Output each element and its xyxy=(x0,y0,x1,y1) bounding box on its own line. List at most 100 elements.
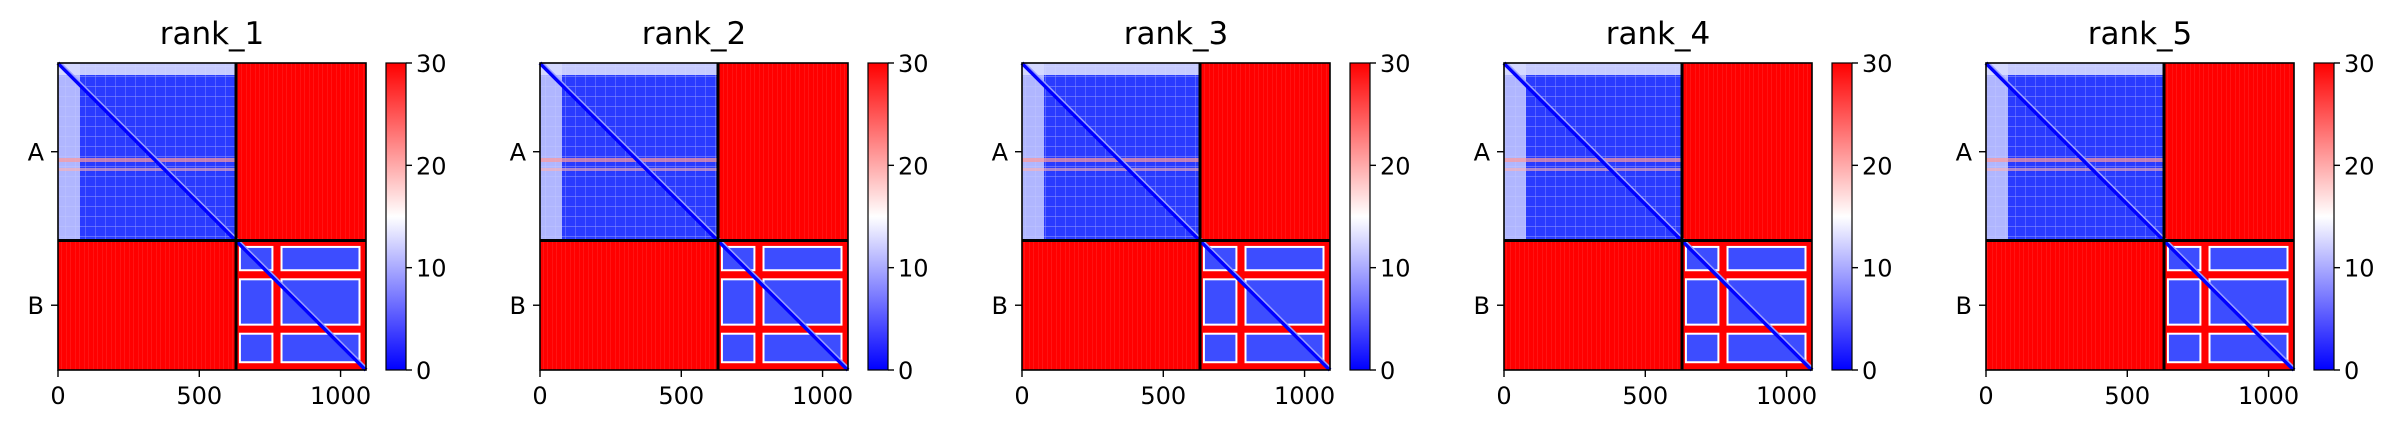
panel-title: rank_2 xyxy=(642,16,747,52)
colorbar xyxy=(867,62,889,371)
x-tick-label: 1000 xyxy=(792,382,853,410)
heatmap-panel: rank_5 0 500 1000 A B 0 10 20 30 xyxy=(1956,16,2375,410)
block-b-domain xyxy=(762,278,843,326)
block-a-edge-top xyxy=(1986,63,2165,75)
colorbar-tick-label: 30 xyxy=(1862,50,1893,78)
colorbar xyxy=(2313,62,2335,371)
block-a-edge-top xyxy=(1022,63,1201,75)
block-b-domain xyxy=(238,278,274,326)
colorbar xyxy=(385,62,407,371)
block-a-band xyxy=(1022,168,1201,171)
colorbar-tick-label: 0 xyxy=(2344,357,2359,385)
y-tick-label: B xyxy=(510,292,526,320)
x-tick-label: 1000 xyxy=(2238,382,2299,410)
block-a-band xyxy=(1986,158,2165,162)
plot-frame xyxy=(57,62,367,371)
block-a-b xyxy=(236,63,366,241)
block-a-edge-top xyxy=(1504,63,1683,75)
diagonal-line xyxy=(1020,61,1332,372)
panel-title: rank_1 xyxy=(160,16,265,52)
block-b-domain xyxy=(720,278,756,326)
block-a-band xyxy=(1986,168,2165,171)
colorbar-tick-label: 20 xyxy=(898,152,929,180)
block-a-band xyxy=(58,168,237,171)
panel-title: rank_3 xyxy=(1124,16,1229,52)
colorbar-tick-label: 20 xyxy=(2344,152,2375,180)
colorbar-tick-label: 10 xyxy=(898,255,929,283)
block-a-b xyxy=(1200,63,1330,241)
block-a-band xyxy=(540,168,719,171)
plot-frame xyxy=(1503,62,1813,371)
block-b-domain xyxy=(280,245,361,272)
block-b-a xyxy=(1504,240,1683,370)
block-a-b xyxy=(1682,63,1812,241)
colorbar-tick-label: 0 xyxy=(1380,357,1395,385)
block-a-band xyxy=(1504,168,1683,171)
block-a-b xyxy=(718,63,848,241)
block-a-edge-left xyxy=(540,63,562,241)
y-tick-label: B xyxy=(1474,292,1490,320)
x-tick-label: 1000 xyxy=(1756,382,1817,410)
block-a-b xyxy=(2164,63,2294,241)
diagonal-line xyxy=(1984,61,2296,372)
diagonal-line xyxy=(1024,62,1331,368)
diagonal-line xyxy=(1502,61,1814,372)
colorbar-tick-label: 20 xyxy=(1380,152,1411,180)
block-a-edge-left xyxy=(1022,63,1044,241)
heatmap-panel: rank_3 0 500 1000 A B 0 10 20 30 xyxy=(992,16,1411,410)
colorbar-tick-label: 10 xyxy=(2344,255,2375,283)
block-b-domain xyxy=(1202,332,1238,364)
block-b-domain xyxy=(238,332,274,364)
block-b-domain xyxy=(762,245,843,272)
x-tick-label: 0 xyxy=(532,382,547,410)
block-a-band xyxy=(58,158,237,162)
diagonal-line xyxy=(1506,62,1813,368)
block-b-domain xyxy=(2208,278,2289,326)
block-b-domain xyxy=(1244,278,1325,326)
block-b-domain xyxy=(1684,278,1720,326)
colorbar-tick-label: 0 xyxy=(898,357,913,385)
block-b-a xyxy=(540,240,719,370)
y-tick-label: A xyxy=(510,139,527,167)
colorbar-tick-label: 0 xyxy=(416,357,431,385)
panel-title: rank_5 xyxy=(2088,16,2193,52)
block-b-domain xyxy=(2208,332,2289,364)
block-b-domain xyxy=(1202,278,1238,326)
diagonal-line xyxy=(56,61,368,372)
heatmap-panel: rank_4 0 500 1000 A B 0 10 20 30 xyxy=(1474,16,1893,410)
diagonal-line xyxy=(542,62,849,368)
diagonal-line xyxy=(538,61,850,372)
panel-title: rank_4 xyxy=(1606,16,1711,52)
x-tick-label: 0 xyxy=(1978,382,1993,410)
x-tick-label: 500 xyxy=(2104,382,2150,410)
x-tick-label: 1000 xyxy=(1274,382,1335,410)
block-b-domain xyxy=(1244,245,1325,272)
block-b-domain xyxy=(1726,245,1807,272)
y-tick-label: B xyxy=(992,292,1008,320)
colorbar-tick-label: 20 xyxy=(416,152,447,180)
y-tick-label: B xyxy=(28,292,44,320)
colorbar-tick-label: 10 xyxy=(416,255,447,283)
x-tick-label: 0 xyxy=(50,382,65,410)
block-b-domain xyxy=(2166,332,2202,364)
colorbar-tick-label: 30 xyxy=(2344,50,2375,78)
block-b-domain xyxy=(1726,278,1807,326)
block-b-domain xyxy=(280,278,361,326)
block-a-band xyxy=(1504,158,1683,162)
colorbar-tick-label: 10 xyxy=(1862,255,1893,283)
heatmap-panel: rank_2 0 500 1000 A B 0 10 20 30 xyxy=(510,16,929,410)
y-tick-label: B xyxy=(1956,292,1972,320)
plot-frame xyxy=(1021,62,1331,371)
x-tick-label: 0 xyxy=(1496,382,1511,410)
block-b-domain xyxy=(2166,278,2202,326)
block-b-a xyxy=(1986,240,2165,370)
colorbar-tick-label: 30 xyxy=(898,50,929,78)
diagonal-line xyxy=(60,62,367,368)
block-a-band xyxy=(1022,158,1201,162)
x-tick-label: 500 xyxy=(176,382,222,410)
block-a-edge-top xyxy=(58,63,237,75)
y-tick-label: A xyxy=(992,139,1009,167)
block-b-domain xyxy=(720,332,756,364)
